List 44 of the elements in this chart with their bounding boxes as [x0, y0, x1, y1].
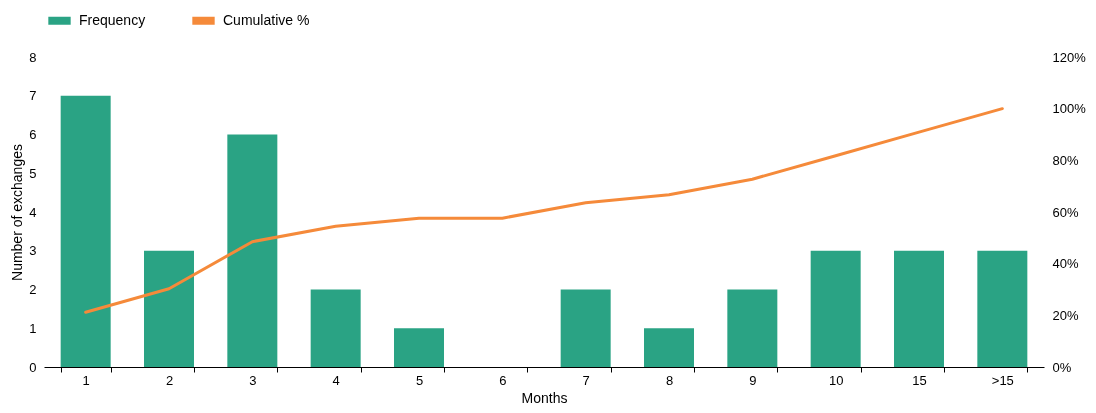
y-tick-label: 7 — [29, 88, 37, 104]
bar — [560, 289, 611, 367]
x-tick-label: >15 — [991, 372, 1014, 388]
x-tick-label: 2 — [165, 372, 174, 388]
y2-tick-label: 40% — [1052, 256, 1079, 272]
x-tick-label: 4 — [332, 372, 340, 388]
y2-tick-label: 0% — [1052, 359, 1072, 375]
bar — [644, 328, 694, 367]
legend-label: Cumulative % — [223, 11, 310, 28]
x-tick-label: 6 — [499, 372, 507, 388]
bar — [60, 95, 111, 367]
y-tick-label: 8 — [29, 49, 37, 65]
y-tick-label: 3 — [29, 243, 37, 259]
y2-tick-label: 120% — [1052, 49, 1087, 65]
x-tick-label: 7 — [582, 372, 590, 388]
bar — [810, 250, 861, 367]
y2-tick-label: 60% — [1052, 204, 1079, 220]
bar — [894, 250, 944, 367]
y2-tick-label: 20% — [1052, 307, 1079, 323]
bar — [977, 250, 1028, 367]
x-tick-label: 10 — [828, 372, 844, 388]
y-tick-label: 1 — [29, 320, 37, 336]
bar — [144, 250, 194, 367]
line-series — [84, 107, 1004, 314]
y-axis-title: Number of exchanges — [9, 144, 26, 281]
x-axis-title: Months — [521, 389, 568, 406]
y2-tick-label: 80% — [1052, 152, 1079, 168]
x-tick-label: 8 — [665, 372, 674, 388]
x-tick-label: 15 — [912, 372, 927, 388]
bar — [310, 289, 361, 367]
y-tick-label: 5 — [29, 165, 37, 181]
bar — [227, 134, 278, 367]
x-tick-label: 5 — [415, 372, 424, 388]
x-tick-label: 9 — [749, 372, 757, 388]
bar — [727, 289, 778, 367]
x-tick-label: 3 — [249, 372, 257, 388]
y2-tick-label: 100% — [1052, 101, 1087, 117]
y-tick-label: 0 — [29, 359, 37, 375]
x-tick-label: 1 — [82, 372, 90, 388]
legend-label: Frequency — [79, 11, 146, 28]
y-tick-label: 4 — [29, 204, 37, 220]
y-tick-label: 2 — [29, 282, 37, 297]
y-tick-label: 6 — [29, 127, 37, 142]
bar — [394, 328, 444, 367]
